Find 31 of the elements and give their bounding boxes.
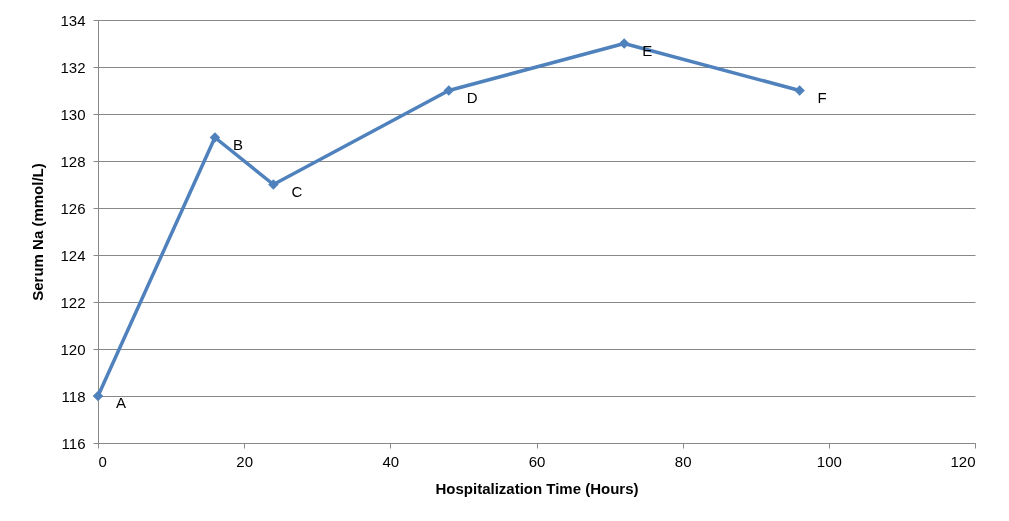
y-tick-label: 120	[60, 340, 86, 358]
annotation: A	[116, 394, 127, 411]
annotation: C	[291, 182, 303, 200]
point	[92, 390, 104, 402]
annotation: B	[232, 135, 243, 153]
annotation: F	[817, 88, 827, 106]
x-tick-label: 100	[816, 452, 842, 470]
point	[794, 85, 805, 96]
y-tick-label: 132	[60, 58, 86, 76]
y-tick-label: 118	[61, 387, 86, 405]
x-tick-label: 120	[950, 452, 976, 470]
y-tick-label: 126	[60, 199, 86, 217]
point	[618, 38, 630, 49]
x-tick-label: 80	[674, 452, 692, 470]
y-tick-label: 124	[60, 246, 86, 264]
point	[209, 132, 221, 143]
annotation: E	[642, 41, 653, 59]
y-tick-label: 128	[60, 152, 86, 170]
point	[443, 85, 455, 96]
x-tick-label: 20	[236, 452, 254, 470]
x-tick-label: 0	[98, 452, 107, 470]
y-tick-label: 122	[60, 293, 86, 311]
y-tick-label: 116	[61, 434, 86, 452]
point	[268, 179, 279, 190]
x-tick-label: 40	[382, 452, 400, 470]
x-tick-label: 60	[528, 452, 546, 470]
annotation: D	[466, 88, 478, 106]
y-axis-title: Serum Na (mmol/L)	[29, 163, 47, 301]
x-axis-title: Hospitalization Time (Hours)	[435, 479, 639, 497]
y-tick-label: 130	[60, 105, 86, 123]
y-tick-label: 134	[60, 11, 86, 29]
